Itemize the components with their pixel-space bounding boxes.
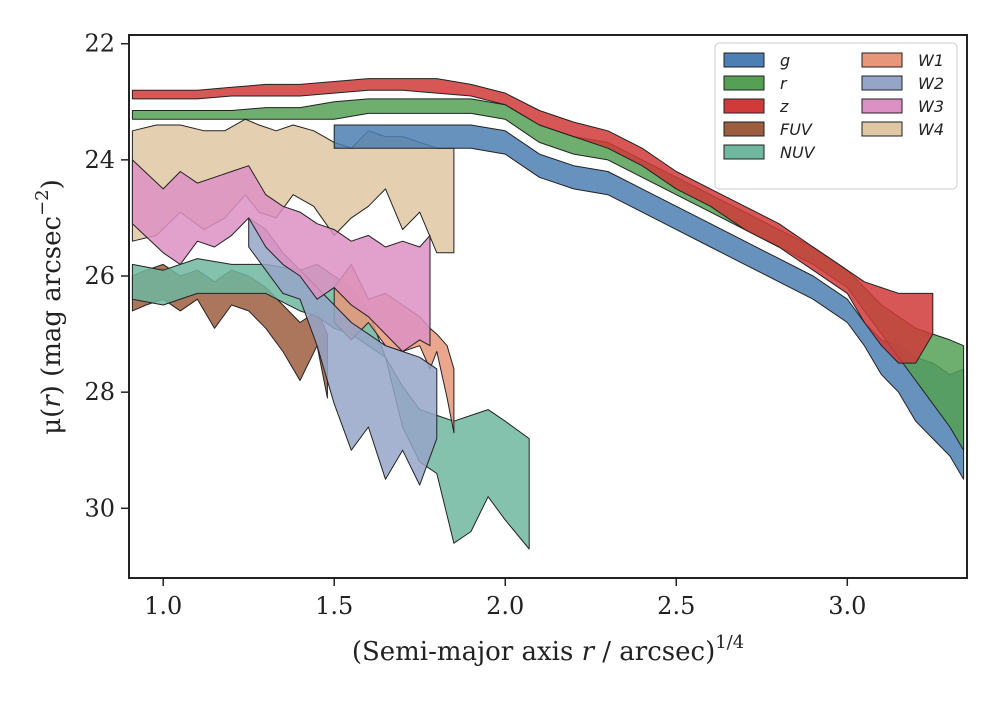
x-ticks: 1.0 1.5 2.0 2.5 3.0 [144,578,866,620]
legend: grz FUV NUV W1 W2 W3 W4 [714,42,958,190]
legend-label-r: r [780,74,788,93]
legend-label-w3: W3 [918,97,944,116]
legend-label-w4: W4 [918,120,944,139]
band-g [333,124,965,480]
legend-swatch-w1 [861,52,903,68]
legend-label-fuv: FUV [780,120,813,139]
y-ticks: 22 24 26 28 30 [84,30,129,522]
legend-swatch-z [723,98,765,114]
legend-label-w1: W1 [918,51,944,70]
y-tick-label: 22 [84,30,115,58]
legend-label-g: g [780,51,790,70]
series-layer [131,78,965,550]
y-tick-label: 26 [84,262,115,290]
legend-label-nuv: NUV [780,143,816,162]
y-tick-label: 30 [84,494,115,522]
x-tick-label: 2.0 [486,592,524,620]
legend-label-w2: W2 [918,74,944,93]
legend-swatch-nuv [723,144,765,160]
y-axis-label: μ(r) (mag arcsec−2) [32,179,67,435]
x-tick-label: 1.5 [315,592,353,620]
x-axis-label: (Semi-major axis r / arcsec)1/4 [352,632,744,667]
y-tick-label: 28 [84,378,115,406]
legend-label-z: z [779,97,789,116]
legend-swatch-r [723,75,765,91]
legend-swatch-fuv [723,121,765,137]
band-r [131,98,965,451]
x-tick-label: 2.5 [657,592,695,620]
band-z [131,78,934,364]
legend-swatch-g [723,52,765,68]
y-tick-label: 24 [84,146,115,174]
x-tick-label: 1.0 [144,592,182,620]
axes-frame [128,34,968,579]
x-tick-label: 3.0 [828,592,866,620]
legend-swatch-w2 [861,75,903,91]
band-w3 [131,159,431,352]
legend-swatch-w3 [861,98,903,114]
legend-swatch-w4 [861,121,903,137]
